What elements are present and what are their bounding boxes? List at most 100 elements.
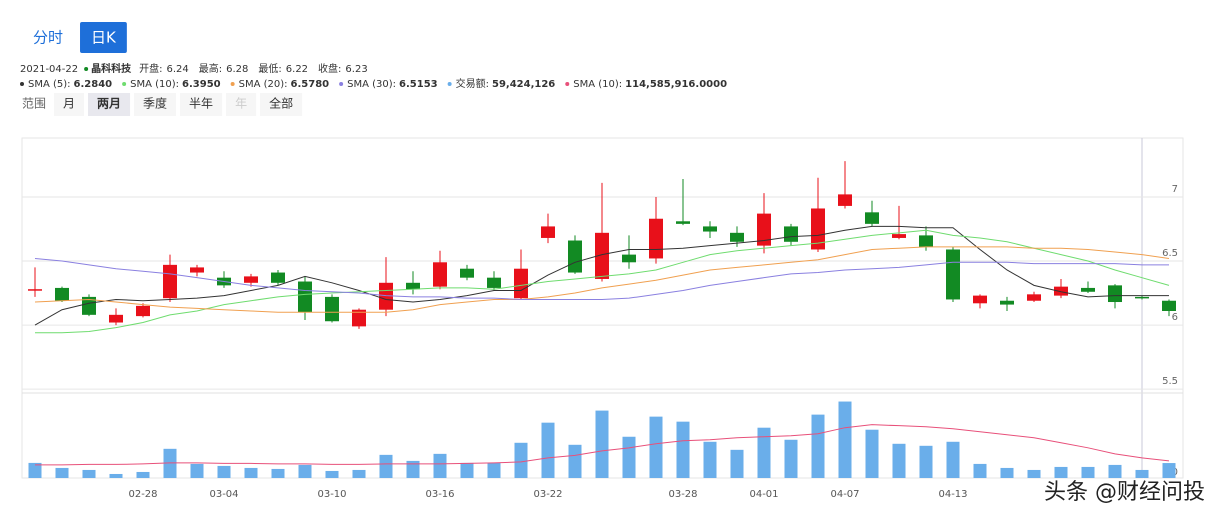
- x-tick-label: 03-22: [533, 489, 562, 500]
- range-button[interactable]: [54, 93, 85, 116]
- volume-bar: [352, 469, 366, 478]
- tab[interactable]: 日K: [91, 29, 117, 47]
- candle-body: [136, 305, 150, 317]
- volume-bar: [1108, 464, 1122, 478]
- y-tick-label: 5.5: [1162, 376, 1178, 387]
- volume-bar: [757, 427, 771, 478]
- volume-bar: [568, 444, 582, 478]
- candle-body: [109, 314, 123, 323]
- volume-bar: [217, 465, 231, 478]
- legend-readout: 6.3950: [182, 79, 221, 90]
- candle-body: [352, 309, 366, 327]
- x-tick-label: 03-16: [425, 489, 454, 500]
- info-value: 6.28: [226, 64, 248, 75]
- info-date: 2021-04-22: [20, 64, 78, 75]
- range-option: 年: [235, 97, 247, 111]
- y-tick-label: 7: [1172, 184, 1178, 195]
- candle-body: [514, 268, 528, 299]
- candle-body: [541, 226, 555, 238]
- legend-dot: [122, 82, 127, 86]
- legend-readout: 59,424,126: [492, 79, 555, 90]
- volume-bar: [406, 460, 420, 478]
- info-value: 6.24: [167, 64, 189, 75]
- volume-bar: [298, 464, 312, 478]
- range-button[interactable]: [180, 93, 223, 116]
- candle-body: [298, 281, 312, 313]
- candle-body: [379, 282, 393, 310]
- volume-bar: [379, 454, 393, 478]
- info-stock: 晶科科技: [91, 62, 132, 75]
- volume-bar: [784, 439, 798, 478]
- x-tick-label: 03-04: [209, 489, 238, 500]
- candle-body: [487, 277, 501, 288]
- candle-body: [757, 213, 771, 246]
- info-label: 收盘:: [318, 62, 341, 75]
- legend-dot: [339, 82, 344, 86]
- candle-body: [460, 268, 474, 278]
- volume-bar: [514, 442, 528, 478]
- info-label: 开盘:: [139, 62, 162, 75]
- candle-body: [28, 289, 42, 291]
- volume-bar: [892, 443, 906, 478]
- legend-dot: [565, 82, 570, 86]
- range-option[interactable]: 两月: [97, 97, 121, 111]
- tab-active-bg[interactable]: [80, 22, 127, 53]
- candle-body: [595, 232, 609, 279]
- candle-body: [919, 235, 933, 247]
- legend-dot: [447, 82, 452, 86]
- candle-body: [865, 212, 879, 224]
- volume-bar: [163, 448, 177, 478]
- volume-bar: [460, 462, 474, 478]
- candle-body: [271, 272, 285, 283]
- volume-bar: [1135, 469, 1149, 478]
- y-tick-label: 6: [1172, 312, 1178, 323]
- volume-bar: [244, 467, 258, 478]
- volume-bar: [1027, 469, 1041, 478]
- volume-bar: [946, 441, 960, 478]
- legend-name: 交易额:: [456, 77, 489, 90]
- candle-body: [1000, 300, 1014, 305]
- range-button[interactable]: [260, 93, 303, 116]
- volume-bar: [325, 470, 339, 478]
- range-option[interactable]: 半年: [189, 97, 213, 111]
- tab[interactable]: 分时: [33, 29, 63, 47]
- x-tick-label: 03-28: [668, 489, 697, 500]
- volume-bar: [1081, 466, 1095, 478]
- volume-bar: [136, 471, 150, 478]
- candle-body: [406, 282, 420, 290]
- candle-body: [325, 296, 339, 322]
- legend-dot: [20, 82, 24, 86]
- candle-body: [1162, 300, 1176, 311]
- candle-body: [622, 254, 636, 263]
- range-option[interactable]: 季度: [143, 96, 167, 111]
- volume-bar: [541, 422, 555, 478]
- candle-body: [1081, 287, 1095, 292]
- x-tick-label: 04-13: [938, 489, 967, 500]
- volume-bar: [622, 436, 636, 478]
- watermark: 头条 @财经问投: [1044, 480, 1205, 505]
- stock-dot: [84, 67, 89, 71]
- legend-readout: 114,585,916.0000: [625, 79, 727, 90]
- volume-bar: [1162, 463, 1176, 478]
- range-option[interactable]: 月: [63, 97, 75, 111]
- range-button[interactable]: [88, 93, 131, 116]
- candle-body: [946, 249, 960, 300]
- range-button[interactable]: [134, 93, 177, 116]
- sma-line: [35, 229, 1170, 334]
- candle-body: [568, 240, 582, 273]
- volume-bar: [649, 416, 663, 478]
- volume-bar: [190, 463, 204, 478]
- range-option[interactable]: 全部: [269, 96, 293, 111]
- volume-bar: [838, 401, 852, 478]
- candle-body: [838, 194, 852, 206]
- candle-body: [811, 208, 825, 250]
- info-label: 最低:: [258, 62, 281, 75]
- volume-bar: [919, 445, 933, 478]
- candle-body: [649, 218, 663, 259]
- volume-bar: [82, 469, 96, 478]
- volume-bar: [55, 467, 69, 478]
- volume-bar: [595, 410, 609, 478]
- volume-ma-line: [35, 424, 1170, 466]
- legend-readout: 6.5780: [291, 79, 330, 90]
